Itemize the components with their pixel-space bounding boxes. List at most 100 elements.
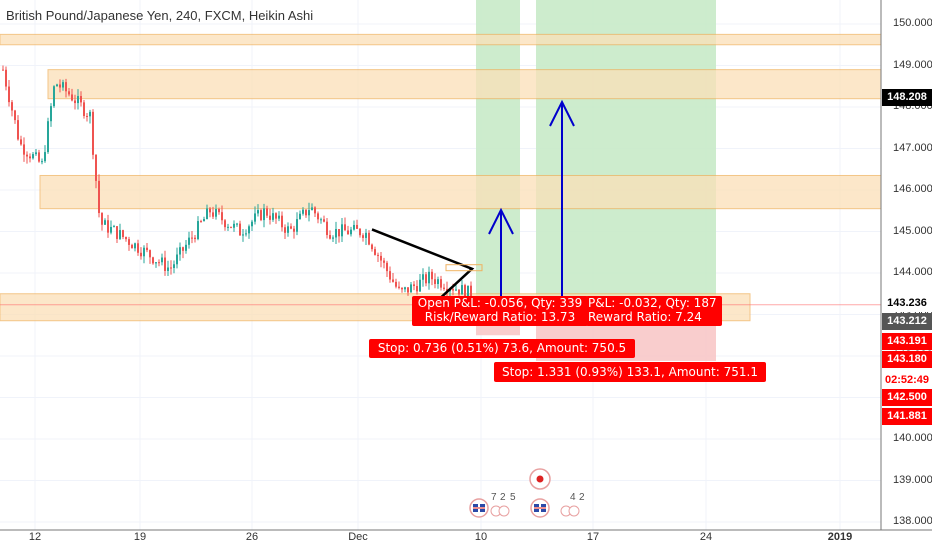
candle-body	[302, 209, 304, 214]
candle-body	[176, 254, 178, 265]
candle-body	[299, 213, 301, 220]
price-tick-label: 145.000	[893, 224, 932, 237]
candle-body	[305, 209, 307, 216]
price-tick-label: 147.000	[893, 141, 932, 154]
candle-body	[107, 220, 109, 233]
candle-body	[29, 156, 31, 159]
candle-body	[386, 262, 388, 272]
candle-body	[125, 237, 127, 240]
candle-body	[71, 94, 73, 101]
event-count-label: 2	[579, 492, 585, 503]
candle-body	[179, 247, 181, 255]
candle-body	[422, 274, 424, 280]
candle-body	[323, 219, 325, 222]
candle-body	[293, 228, 295, 232]
candle-body	[236, 223, 238, 225]
price-tick-label: 138.000	[893, 515, 932, 527]
small-box	[445, 264, 483, 272]
candle-body	[215, 208, 217, 217]
candle-body	[329, 235, 331, 239]
candle-body	[188, 237, 190, 245]
candle-body	[20, 139, 22, 145]
time-tick-label: 24	[699, 531, 713, 543]
candle-body	[269, 215, 271, 220]
candle-body	[428, 271, 430, 284]
price-tick-label: 146.000	[893, 183, 932, 195]
position2-pnl-text: P&L: -0.032, Qty: 187	[588, 296, 717, 310]
candle-body	[308, 210, 310, 216]
candle-body	[116, 226, 118, 239]
position1-rr-text: Risk/Reward Ratio: 13.73	[424, 310, 576, 324]
candle-body	[248, 226, 250, 234]
event-count-label: 7	[491, 492, 497, 503]
candle-body	[275, 213, 277, 219]
candle-body	[407, 287, 409, 293]
price-tag: 148.208	[882, 89, 932, 106]
position2-pnl-label[interactable]: P&L: -0.032, Qty: 187 Reward Ratio: 7.24	[586, 296, 722, 326]
candle-body	[335, 229, 337, 238]
candle-body	[437, 279, 439, 285]
candle-body	[245, 233, 247, 235]
candle-body	[359, 228, 361, 236]
candle-body	[38, 152, 40, 162]
candle-body	[401, 287, 403, 290]
candle-body	[398, 286, 400, 288]
candle-body	[374, 249, 376, 255]
price-tick-label: 150.000	[893, 17, 932, 29]
uk-flag-event-icon	[469, 498, 489, 518]
candle-body	[23, 144, 25, 155]
price-tag: 143.236	[882, 295, 932, 312]
candle-body	[350, 229, 352, 235]
candle-body	[383, 260, 385, 263]
time-tick-label: Dec	[348, 531, 368, 543]
candle-body	[221, 212, 223, 221]
candle-body	[59, 84, 61, 88]
candle-body	[152, 257, 154, 264]
candle-body	[146, 247, 148, 251]
zones-layer	[0, 0, 882, 361]
price-tag: 142.500	[882, 389, 932, 406]
candle-body	[368, 232, 370, 245]
candle-body	[101, 213, 103, 225]
price-tag: 02:52:49	[882, 372, 932, 389]
price-tick-label: 140.000	[893, 432, 932, 444]
event-bubble	[498, 505, 510, 517]
position1-pnl-label[interactable]: Open P&L: -0.056, Qty: 339 Risk/Reward R…	[412, 296, 588, 326]
time-tick-label: 26	[245, 531, 259, 543]
candle-body	[131, 244, 133, 249]
candle-body	[149, 250, 151, 258]
candle-body	[395, 281, 397, 287]
candle-body	[392, 279, 394, 282]
candle-body	[77, 96, 79, 104]
candle-body	[110, 226, 112, 233]
candle-body	[92, 111, 94, 155]
candle-body	[53, 86, 55, 107]
candle-body	[14, 110, 16, 121]
event-bubble	[568, 505, 580, 517]
candle-body	[233, 223, 235, 228]
price-tag: 143.212	[882, 313, 932, 330]
candle-body	[194, 237, 196, 240]
position1-stop-label[interactable]: Stop: 0.736 (0.51%) 73.6, Amount: 750.5	[369, 339, 635, 358]
candle-body	[320, 219, 322, 221]
candle-body	[443, 287, 445, 289]
candle-body	[5, 69, 7, 87]
time-tick-label: 2019	[827, 531, 853, 543]
position2-stop-label[interactable]: Stop: 1.331 (0.93%) 133.1, Amount: 751.1	[494, 362, 766, 382]
candle-body	[227, 226, 229, 228]
candle-body	[173, 264, 175, 269]
candle-body	[2, 69, 4, 71]
chart-title: British Pound/Japanese Yen, 240, FXCM, H…	[6, 8, 314, 23]
candle-body	[203, 219, 205, 222]
candle-body	[44, 152, 46, 162]
position1-pnl-text: Open P&L: -0.056, Qty: 339	[417, 296, 583, 310]
candle-body	[62, 82, 64, 88]
candle-body	[452, 289, 454, 291]
candle-body	[419, 279, 421, 292]
candle-body	[161, 257, 163, 263]
candle-body	[164, 257, 166, 271]
price-tag: 143.191	[882, 333, 932, 350]
candle-body	[191, 237, 193, 239]
candle-body	[239, 223, 241, 236]
